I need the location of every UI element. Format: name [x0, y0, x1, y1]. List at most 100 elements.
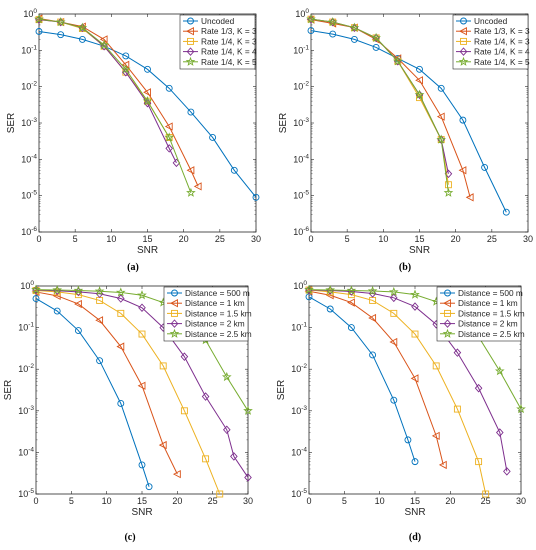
x-tick-label: 10	[102, 496, 112, 506]
data-point	[158, 440, 167, 450]
data-point	[209, 134, 217, 141]
data-point	[116, 294, 125, 303]
series-line	[35, 298, 150, 487]
y-tick-label: 10-1	[293, 44, 309, 55]
data-point	[465, 193, 474, 202]
legend-label: Uncoded	[474, 16, 508, 26]
data-point	[77, 22, 88, 32]
legend-box	[452, 14, 529, 70]
series	[32, 295, 153, 491]
legend-marker	[186, 47, 195, 56]
data-point	[252, 193, 260, 201]
data-point	[164, 132, 175, 142]
legend-label: Rate 1/4, K = 5	[474, 57, 530, 67]
x-tick-label: 5	[69, 496, 74, 506]
data-point	[52, 284, 63, 295]
data-point	[172, 470, 181, 479]
data-point	[180, 352, 189, 361]
data-point	[138, 330, 146, 338]
y-tick-label: 10-2	[18, 363, 34, 374]
data-point	[502, 208, 510, 216]
data-point	[388, 286, 399, 297]
data-point	[389, 293, 398, 303]
data-point	[372, 44, 380, 51]
data-point	[73, 285, 84, 295]
legend-label: Rate 1/4, K = 5	[201, 57, 257, 67]
data-point	[415, 76, 423, 85]
data-point	[346, 285, 357, 295]
data-point	[230, 452, 238, 461]
series-line	[38, 18, 192, 193]
y-tick-label: 10-6	[21, 226, 37, 237]
data-point	[459, 116, 467, 124]
x-tick-label: 20	[451, 234, 461, 244]
y-tick-label: 100	[23, 8, 37, 19]
legend-label: Rate 1/4, K = 3	[201, 36, 257, 46]
legend-marker	[459, 47, 468, 56]
legend-label: Distance = 2 km	[458, 319, 518, 329]
data-point	[325, 284, 336, 295]
legend-marker	[444, 289, 451, 297]
data-point	[186, 187, 196, 197]
legend-box	[179, 14, 256, 70]
series-line	[35, 289, 221, 495]
data-point	[187, 108, 195, 116]
legend-label: Distance = 1.5 km	[458, 308, 525, 318]
series-line	[308, 290, 444, 466]
x-axis-label: SNR	[137, 245, 158, 256]
data-point	[201, 392, 210, 401]
series	[307, 27, 510, 216]
data-point	[115, 287, 126, 297]
series	[35, 28, 260, 201]
data-point	[367, 285, 378, 296]
y-tick-label: 100	[20, 280, 34, 291]
x-tick-label: 15	[137, 496, 147, 506]
y-tick-label: 10-5	[21, 190, 37, 201]
data-point	[117, 400, 125, 407]
data-point	[411, 302, 419, 311]
x-tick-label: 15	[410, 496, 420, 506]
data-point	[437, 84, 445, 92]
data-point	[53, 307, 61, 315]
x-tick-label: 15	[414, 234, 424, 244]
data-point	[369, 351, 377, 359]
x-tick-label: 25	[487, 234, 497, 244]
chart-panel: 0 5 10 15 20 25 30 10-6 10-5 10-4 10-3 10-2 10-1 100 S…	[6, 8, 261, 273]
data-point	[392, 56, 403, 66]
data-point	[416, 65, 423, 73]
data-point	[481, 163, 489, 171]
x-tick-label: 20	[172, 496, 182, 506]
data-point	[326, 288, 334, 296]
data-point	[371, 32, 381, 43]
series-line	[310, 30, 507, 213]
data-point	[494, 366, 505, 376]
series-line	[310, 18, 449, 193]
data-point	[35, 28, 43, 35]
x-tick-label: 20	[445, 496, 455, 506]
series	[305, 293, 419, 466]
data-point	[221, 371, 232, 382]
y-tick-label: 10-6	[293, 226, 309, 237]
y-axis-label: SER	[276, 380, 287, 401]
y-tick-label: 10-5	[291, 488, 307, 499]
legend-label: Rate 1/3, K = 3	[201, 26, 257, 36]
x-tick-label: 30	[243, 496, 253, 506]
data-point	[368, 313, 377, 323]
data-point	[475, 458, 483, 466]
data-point	[305, 285, 313, 295]
data-point	[327, 16, 338, 27]
x-axis-label: SNR	[409, 245, 430, 256]
x-tick-label: 30	[523, 234, 533, 244]
panel-label: (d)	[409, 532, 421, 543]
x-axis-label: SNR	[131, 507, 152, 518]
legend-label: Distance = 2 km	[185, 319, 245, 329]
y-tick-label: 10-1	[291, 322, 307, 333]
y-tick-label: 10-4	[21, 153, 37, 164]
series-line	[38, 30, 257, 198]
x-tick-label: 15	[142, 234, 152, 244]
series	[306, 14, 454, 197]
data-point	[453, 405, 461, 413]
data-point	[350, 35, 358, 43]
x-tick-label: 0	[33, 496, 38, 506]
